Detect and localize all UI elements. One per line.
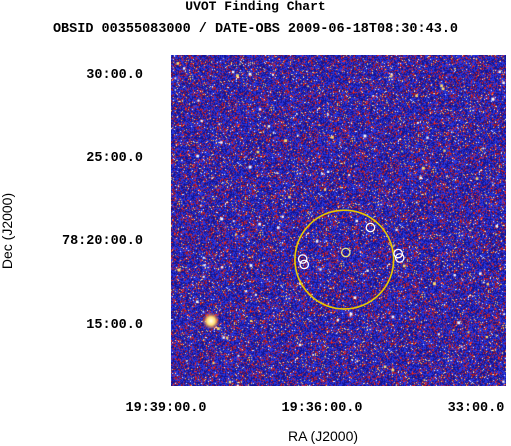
x-axis-title: RA (J2000): [287, 428, 359, 444]
x-tick-label: 19:39:00.0: [125, 401, 207, 416]
sky-image: [171, 55, 506, 386]
chart-subtitle: OBSID 00355083000 / DATE-OBS 2009-06-18T…: [52, 22, 459, 37]
chart-title: UVOT Finding Chart: [185, 0, 326, 14]
source-marker: [365, 222, 376, 233]
overlay-marks: [294, 209, 405, 310]
x-tick-label: 33:00.0: [447, 401, 505, 416]
sky-background: [171, 55, 506, 386]
source-marker: [394, 253, 405, 263]
y-tick-label: 25:00.0: [86, 151, 143, 166]
source-marker: [340, 247, 351, 258]
source-marker: [297, 254, 308, 264]
source-marker: [393, 248, 404, 259]
y-tick-label: 30:00.0: [86, 68, 143, 83]
source-marker: [299, 259, 310, 270]
y-tick-label: 78:20:00.0: [61, 234, 143, 249]
x-tick-label: 19:36:00.0: [281, 401, 363, 416]
y-axis-title: Dec (J2000): [0, 192, 15, 270]
error-circle: [294, 209, 395, 310]
y-tick-label: 15:00.0: [86, 318, 143, 333]
